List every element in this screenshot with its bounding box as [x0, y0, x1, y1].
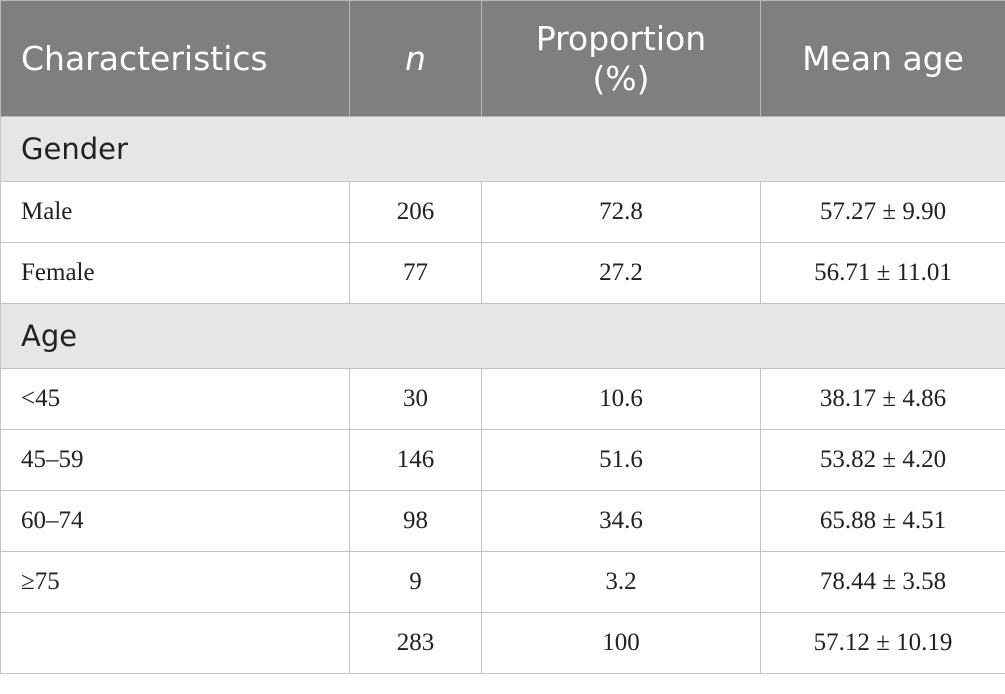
- data-table: Characteristics n Proportion (%) Mean ag…: [0, 0, 1005, 674]
- cell: 30: [349, 368, 482, 430]
- header-cell: Characteristics: [0, 0, 350, 117]
- total-row: 283 100 57.12 ± 10.19: [0, 612, 1005, 674]
- cell: 57.12 ± 10.19: [760, 612, 1005, 674]
- header-cell: Proportion (%): [481, 0, 761, 117]
- cell: 3.2: [481, 551, 761, 613]
- cell: [0, 612, 350, 674]
- cell: 146: [349, 429, 482, 491]
- cell: 72.8: [481, 181, 761, 243]
- header-cell: n: [349, 0, 482, 117]
- cell: 53.82 ± 4.20: [760, 429, 1005, 491]
- section-label: Age: [0, 303, 1005, 369]
- cell: 10.6: [481, 368, 761, 430]
- data-row: <45 30 10.6 38.17 ± 4.86: [0, 368, 1005, 430]
- cell: <45: [0, 368, 350, 430]
- table-header: Characteristics n Proportion (%) Mean ag…: [0, 0, 1005, 117]
- cell: 9: [349, 551, 482, 613]
- cell: 60–74: [0, 490, 350, 552]
- table-body: Gender Male 206 72.8 57.27 ± 9.90 Female 77 27.…: [0, 116, 1005, 674]
- section-row: Gender: [0, 116, 1005, 182]
- cell: 98: [349, 490, 482, 552]
- cell: ≥75: [0, 551, 350, 613]
- data-row: 60–74 98 34.6 65.88 ± 4.51: [0, 490, 1005, 552]
- cell: 65.88 ± 4.51: [760, 490, 1005, 552]
- cell: 34.6: [481, 490, 761, 552]
- data-row: ≥75 9 3.2 78.44 ± 3.58: [0, 551, 1005, 613]
- cell: 206: [349, 181, 482, 243]
- cell: 51.6: [481, 429, 761, 491]
- data-row: Female 77 27.2 56.71 ± 11.01: [0, 242, 1005, 304]
- cell: 283: [349, 612, 482, 674]
- section-row: Age: [0, 303, 1005, 369]
- cell: 78.44 ± 3.58: [760, 551, 1005, 613]
- data-row: Male 206 72.8 57.27 ± 9.90: [0, 181, 1005, 243]
- header-text: Proportion (%): [535, 18, 707, 98]
- cell: 77: [349, 242, 482, 304]
- cell: Female: [0, 242, 350, 304]
- cell: 56.71 ± 11.01: [760, 242, 1005, 304]
- cell: 45–59: [0, 429, 350, 491]
- header-cell: Mean age: [760, 0, 1005, 117]
- section-label: Gender: [0, 116, 1005, 182]
- header-row: Characteristics n Proportion (%) Mean ag…: [0, 0, 1005, 117]
- cell: 27.2: [481, 242, 761, 304]
- cell: 38.17 ± 4.86: [760, 368, 1005, 430]
- cell: Male: [0, 181, 350, 243]
- data-row: 45–59 146 51.6 53.82 ± 4.20: [0, 429, 1005, 491]
- cell: 57.27 ± 9.90: [760, 181, 1005, 243]
- cell: 100: [481, 612, 761, 674]
